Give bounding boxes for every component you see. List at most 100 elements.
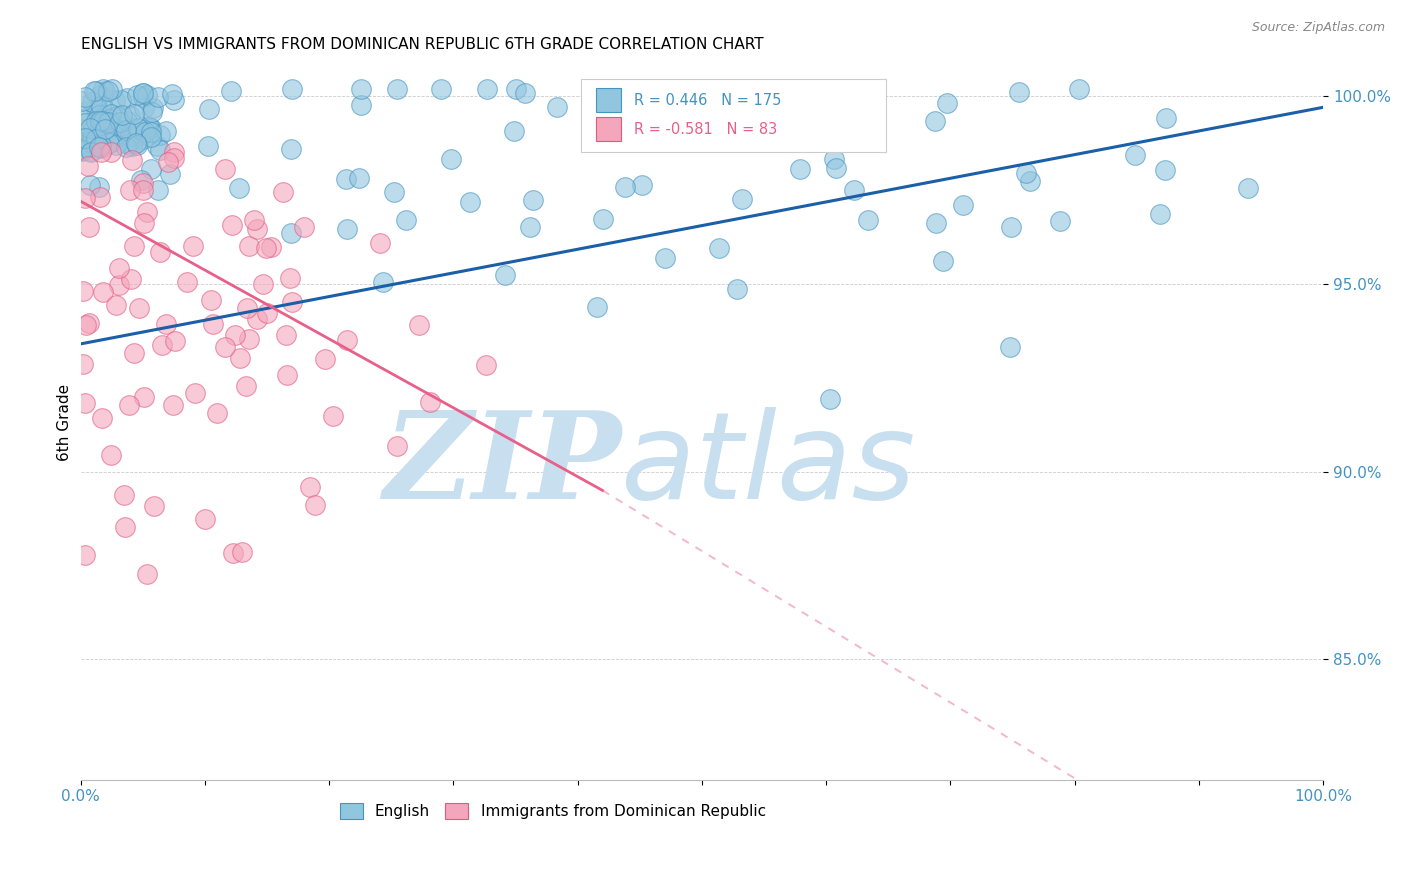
Point xyxy=(97,136,120,150)
Legend: English, Immigrants from Dominican Republic: English, Immigrants from Dominican Repub… xyxy=(333,797,772,825)
Point xyxy=(77,219,100,234)
Point xyxy=(122,106,145,120)
Point xyxy=(139,121,162,136)
Point xyxy=(176,275,198,289)
Point xyxy=(299,479,322,493)
Point xyxy=(108,129,131,144)
Point xyxy=(924,113,946,128)
Point xyxy=(245,221,267,235)
Point xyxy=(89,139,111,153)
Point xyxy=(77,316,100,330)
Point xyxy=(138,120,160,135)
Point xyxy=(304,499,326,513)
Point xyxy=(419,395,441,409)
Point xyxy=(89,114,111,128)
Point xyxy=(152,337,174,351)
Point xyxy=(858,212,880,227)
Point xyxy=(91,82,114,96)
Point xyxy=(1015,166,1038,180)
Point xyxy=(503,124,526,138)
Point xyxy=(387,81,409,95)
Point xyxy=(789,161,811,176)
Point xyxy=(666,125,689,139)
Point xyxy=(72,284,94,298)
Point xyxy=(165,334,187,349)
Point xyxy=(202,317,225,331)
Point xyxy=(1018,174,1040,188)
Point xyxy=(368,236,391,251)
Point xyxy=(254,241,277,255)
Point xyxy=(824,81,846,95)
Point xyxy=(494,268,516,283)
Point xyxy=(73,115,96,129)
Text: R = 0.446   N = 175: R = 0.446 N = 175 xyxy=(634,93,780,108)
Point xyxy=(219,84,242,98)
Point xyxy=(155,317,177,331)
Point xyxy=(925,216,948,230)
Point xyxy=(336,222,359,236)
Point xyxy=(127,121,149,136)
Point xyxy=(238,332,260,346)
Point xyxy=(631,114,654,128)
Point xyxy=(371,275,394,289)
Point xyxy=(73,190,96,204)
Point xyxy=(84,84,107,98)
Point xyxy=(100,145,122,160)
Point xyxy=(76,104,98,119)
Point xyxy=(132,101,155,115)
Point xyxy=(105,109,128,123)
Point xyxy=(162,399,184,413)
Point xyxy=(214,162,236,177)
Point xyxy=(222,546,245,560)
Point xyxy=(104,93,127,107)
Point xyxy=(314,352,336,367)
Point xyxy=(842,183,865,197)
Point xyxy=(747,81,769,95)
Point xyxy=(84,113,107,128)
Point xyxy=(90,106,112,120)
Point xyxy=(592,212,614,227)
Point xyxy=(124,346,146,360)
Point xyxy=(80,145,103,159)
Point xyxy=(271,185,294,199)
Point xyxy=(1049,213,1071,227)
Point xyxy=(90,99,112,113)
Point xyxy=(115,114,138,128)
Y-axis label: 6th Grade: 6th Grade xyxy=(58,384,72,461)
Point xyxy=(118,398,141,412)
Point xyxy=(184,385,207,400)
Point xyxy=(82,119,104,133)
Point xyxy=(87,140,110,154)
Point xyxy=(97,115,120,129)
Point xyxy=(429,81,451,95)
Point xyxy=(93,140,115,154)
Point xyxy=(197,139,219,153)
Point xyxy=(117,137,139,152)
Point xyxy=(129,173,152,187)
Point xyxy=(252,277,274,291)
Point xyxy=(243,213,266,227)
Point xyxy=(122,238,145,252)
Point xyxy=(141,120,163,135)
Point xyxy=(132,176,155,190)
Point xyxy=(475,358,498,372)
Point xyxy=(163,93,186,107)
Point xyxy=(80,144,103,158)
Point xyxy=(91,411,114,425)
Point xyxy=(90,137,112,152)
Point xyxy=(110,115,132,129)
Point xyxy=(139,125,162,139)
Point xyxy=(110,93,132,107)
Point xyxy=(776,122,799,136)
Point xyxy=(104,122,127,136)
Point xyxy=(731,192,754,206)
Point xyxy=(157,154,180,169)
Point xyxy=(73,131,96,145)
Point xyxy=(70,123,93,137)
Point xyxy=(70,132,93,146)
Point xyxy=(221,218,243,232)
Point xyxy=(131,90,153,104)
Point xyxy=(80,95,103,110)
Point xyxy=(118,109,141,123)
FancyBboxPatch shape xyxy=(581,78,886,152)
